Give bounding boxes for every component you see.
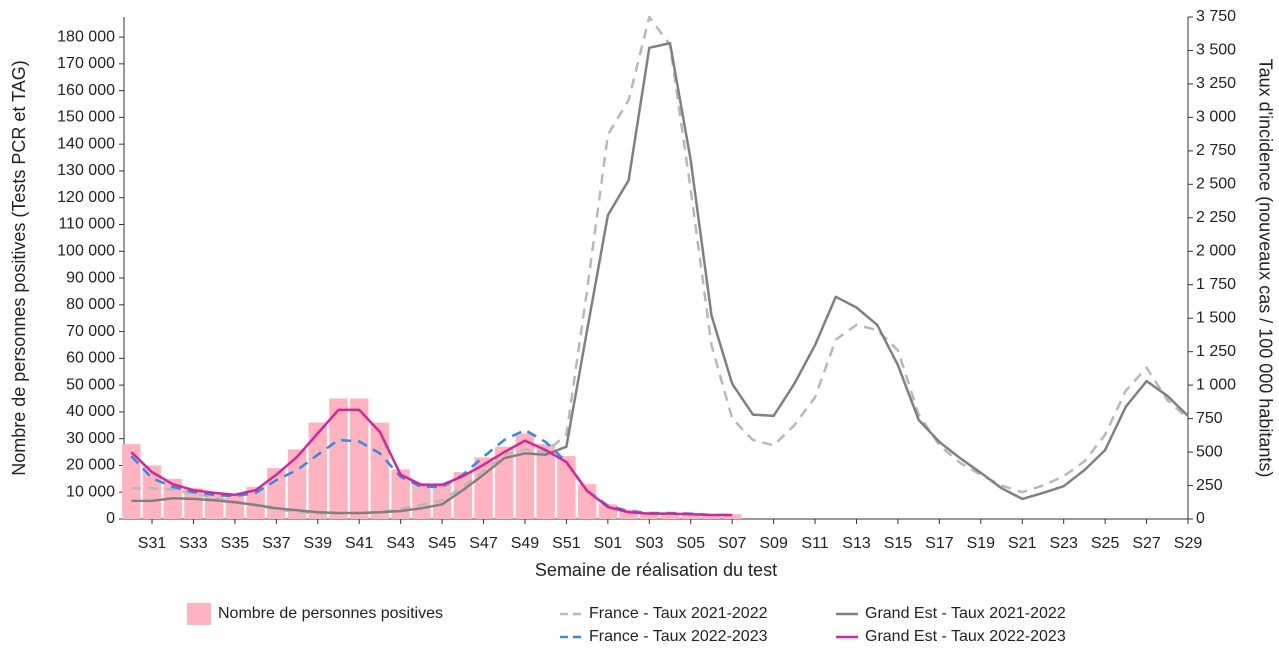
y-tick-label: 30 000 bbox=[66, 430, 115, 447]
x-tick-label: S17 bbox=[925, 535, 954, 552]
y-tick-label: 80 000 bbox=[66, 296, 115, 313]
y2-tick-label: 2 250 bbox=[1196, 209, 1236, 226]
legend-label: Nombre de personnes positives bbox=[218, 605, 443, 622]
y-tick-label: 140 000 bbox=[57, 135, 115, 152]
bar bbox=[225, 494, 245, 519]
y-tick-label: 150 000 bbox=[57, 109, 115, 126]
y-tick-label: 170 000 bbox=[57, 55, 115, 72]
x-tick-label: S27 bbox=[1132, 535, 1161, 552]
y-tick-label: 120 000 bbox=[57, 189, 115, 206]
y-tick-label: 110 000 bbox=[58, 216, 115, 233]
y2-tick-label: 2 750 bbox=[1196, 142, 1236, 159]
y-axis-title: Nombre de personnes positives (Tests PCR… bbox=[9, 60, 29, 476]
y-tick-label: 100 000 bbox=[57, 242, 115, 259]
legend-label: Grand Est - Taux 2022-2023 bbox=[865, 628, 1066, 645]
x-tick-label: S25 bbox=[1091, 535, 1120, 552]
bar bbox=[660, 513, 680, 519]
bar bbox=[184, 488, 203, 519]
y-tick-label: 20 000 bbox=[66, 457, 115, 474]
x-tick-label: S13 bbox=[842, 535, 871, 552]
y-tick-label: 0 bbox=[106, 510, 115, 527]
x-tick-label: S09 bbox=[759, 535, 788, 552]
x-tick-label: S05 bbox=[677, 535, 706, 552]
y2-tick-label: 1 250 bbox=[1196, 343, 1236, 360]
bar bbox=[640, 512, 659, 519]
x-tick-label: S41 bbox=[345, 535, 374, 552]
x-tick-label: S47 bbox=[469, 535, 498, 552]
x-tick-label: S19 bbox=[967, 535, 996, 552]
bar bbox=[681, 513, 700, 519]
y-tick-label: 50 000 bbox=[66, 376, 115, 393]
x-tick-label: S51 bbox=[552, 535, 581, 552]
bar bbox=[536, 444, 555, 519]
y2-tick-label: 2 000 bbox=[1196, 242, 1236, 259]
legend-swatch bbox=[187, 603, 211, 625]
bar bbox=[722, 514, 742, 519]
x-axis-title: Semaine de réalisation du test bbox=[535, 560, 777, 580]
y-tick-label: 60 000 bbox=[66, 350, 115, 367]
bar bbox=[246, 486, 265, 519]
x-tick-label: S49 bbox=[511, 535, 540, 552]
y2-tick-label: 3 250 bbox=[1196, 75, 1236, 92]
bar bbox=[495, 446, 514, 519]
y2-tick-label: 1 750 bbox=[1196, 276, 1236, 293]
legend-label: France - Taux 2022-2023 bbox=[589, 628, 768, 645]
bar bbox=[267, 468, 286, 519]
bar bbox=[619, 509, 638, 519]
x-tick-label: S03 bbox=[635, 535, 664, 552]
y2-tick-label: 3 750 bbox=[1196, 8, 1236, 25]
y2-tick-label: 3 000 bbox=[1196, 109, 1236, 126]
x-tick-label: S31 bbox=[138, 535, 167, 552]
y-tick-label: 90 000 bbox=[66, 269, 115, 286]
y2-tick-label: 3 500 bbox=[1196, 42, 1236, 59]
bar bbox=[350, 398, 369, 519]
y2-tick-label: 750 bbox=[1196, 410, 1223, 427]
bar bbox=[557, 456, 576, 519]
x-tick-label: S21 bbox=[1008, 535, 1037, 552]
y-tick-label: 70 000 bbox=[66, 323, 115, 340]
x-tick-label: S15 bbox=[884, 535, 913, 552]
x-tick-label: S07 bbox=[718, 535, 747, 552]
y2-axis-title: Taux d'incidence (nouveaux cas / 100 000… bbox=[1255, 59, 1275, 478]
x-tick-label: S11 bbox=[801, 535, 828, 552]
x-tick-label: S33 bbox=[179, 535, 208, 552]
y-tick-label: 160 000 bbox=[57, 82, 115, 99]
line bbox=[130, 408, 733, 517]
legend-label: France - Taux 2021-2022 bbox=[589, 605, 768, 622]
line bbox=[131, 15, 1189, 515]
bar bbox=[702, 514, 721, 519]
bar bbox=[474, 457, 493, 519]
bar bbox=[308, 422, 327, 519]
y2-tick-label: 250 bbox=[1196, 477, 1223, 494]
x-tick-label: S01 bbox=[594, 535, 623, 552]
y-tick-label: 40 000 bbox=[66, 403, 115, 420]
bar bbox=[329, 398, 348, 519]
y-tick-label: 130 000 bbox=[57, 162, 115, 179]
y2-tick-label: 2 500 bbox=[1196, 176, 1236, 193]
x-tick-label: S39 bbox=[304, 535, 333, 552]
y-tick-label: 10 000 bbox=[66, 483, 115, 500]
bar bbox=[515, 433, 535, 519]
x-tick-label: S35 bbox=[221, 535, 250, 552]
x-tick-label: S37 bbox=[262, 535, 291, 552]
x-tick-label: S23 bbox=[1049, 535, 1078, 552]
bar bbox=[391, 469, 410, 519]
line bbox=[131, 41, 1189, 515]
x-tick-label: S29 bbox=[1174, 535, 1203, 552]
y2-tick-label: 1 000 bbox=[1196, 376, 1236, 393]
bar bbox=[370, 422, 390, 519]
y-tick-label: 180 000 bbox=[57, 28, 115, 45]
x-tick-label: S43 bbox=[386, 535, 415, 552]
y2-tick-label: 0 bbox=[1196, 510, 1205, 527]
line bbox=[130, 428, 733, 517]
legend-label: Grand Est - Taux 2021-2022 bbox=[865, 605, 1066, 622]
bar bbox=[122, 444, 141, 519]
y2-tick-label: 1 500 bbox=[1196, 309, 1236, 326]
bar bbox=[412, 482, 431, 519]
y2-tick-label: 500 bbox=[1196, 443, 1223, 460]
x-tick-label: S45 bbox=[428, 535, 457, 552]
